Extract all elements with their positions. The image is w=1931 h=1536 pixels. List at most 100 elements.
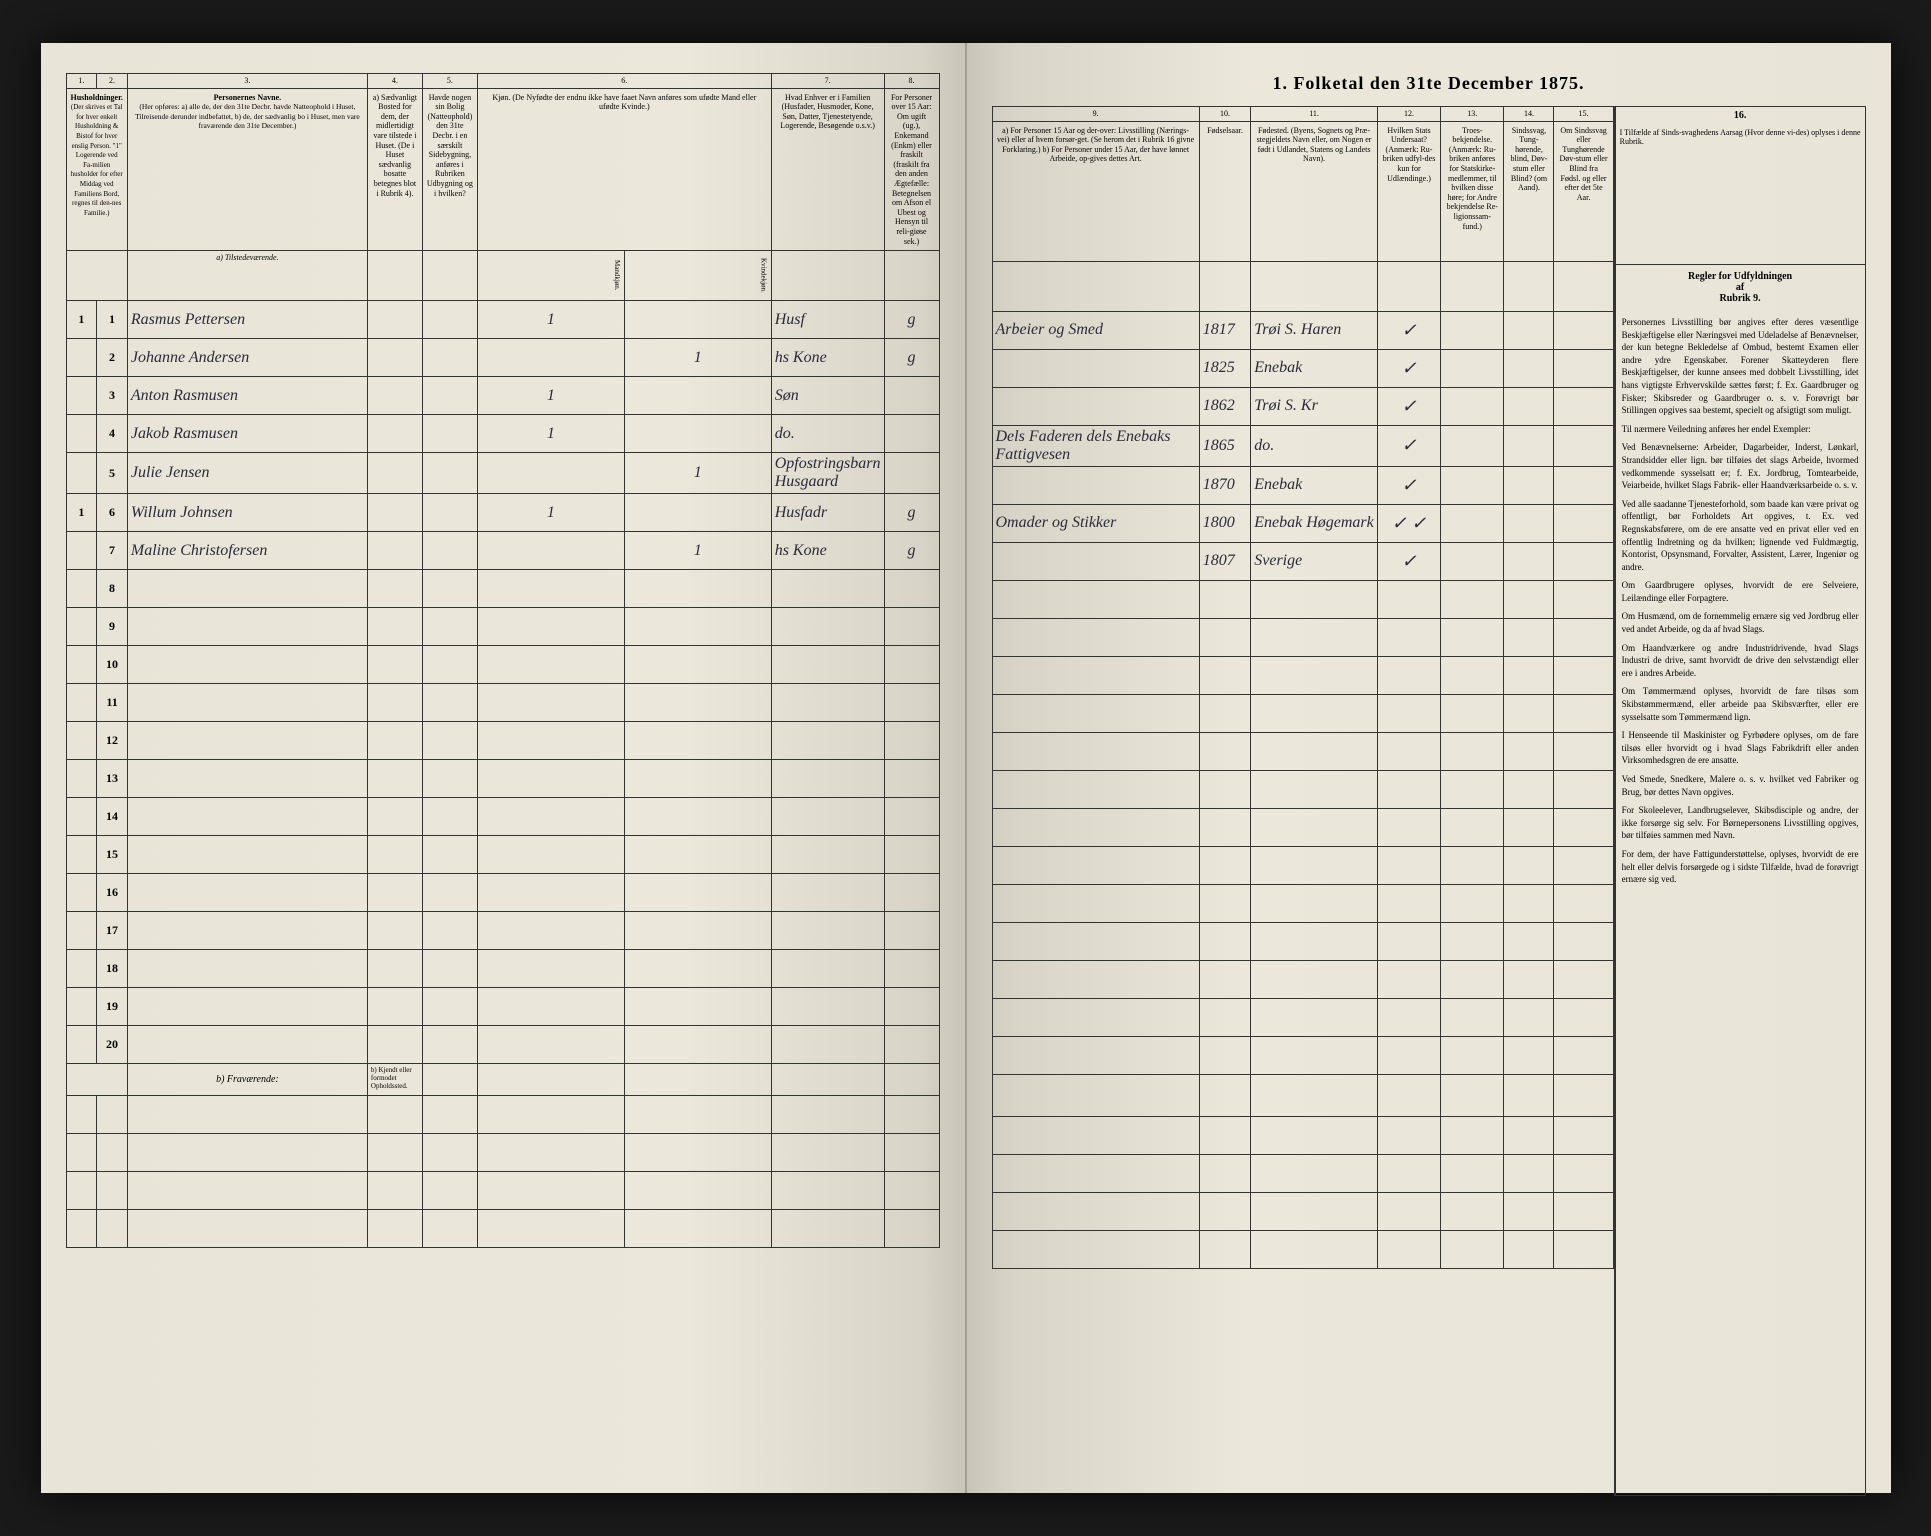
person-num: 12 bbox=[97, 722, 128, 760]
table-row-empty bbox=[992, 1154, 1613, 1192]
section-b-label: b) Fraværende: bbox=[127, 1064, 367, 1096]
birth-place: Enebak Høgemark bbox=[1251, 504, 1378, 542]
table-row: 1870Enebak✓ bbox=[992, 466, 1613, 504]
occupation: Dels Faderen dels Enebaks Fattigvesen bbox=[992, 425, 1199, 466]
household-num bbox=[66, 532, 97, 570]
person-name: Anton Rasmusen bbox=[127, 377, 367, 415]
household-num: 1 bbox=[66, 301, 97, 339]
table-row-empty: 17 bbox=[66, 912, 939, 950]
col-num-14: 14. bbox=[1504, 107, 1554, 122]
left-census-table: 1. 2. 3. 4. 5. 6. 7. 8. Husholdninger. (… bbox=[66, 73, 940, 1248]
person-name: Jakob Rasmusen bbox=[127, 415, 367, 453]
col12: ✓ bbox=[1377, 349, 1440, 387]
person-num: 9 bbox=[97, 608, 128, 646]
header-3: Personernes Navne. (Her opføres: a) alle… bbox=[127, 88, 367, 251]
table-row-empty: 11 bbox=[66, 684, 939, 722]
table-row-empty bbox=[992, 960, 1613, 998]
header-14: Sindssvag, Tung-hørende, blind, Døv-stum… bbox=[1504, 121, 1554, 261]
col12: ✓ bbox=[1377, 311, 1440, 349]
cell-bosted bbox=[367, 453, 422, 494]
right-col-num-row: 9. 10. 11. 12. 13. 14. 15. bbox=[992, 107, 1613, 122]
table-row-empty: 12 bbox=[66, 722, 939, 760]
person-num: 6 bbox=[97, 494, 128, 532]
household-num bbox=[66, 453, 97, 494]
right-section-b-spacer bbox=[992, 1074, 1613, 1116]
instr-p3: Ved Benævnelserne: Arbeider, Dagarbeider… bbox=[1622, 441, 1859, 491]
page-title: 1. Folketal den 31te December 1875. bbox=[992, 73, 1866, 94]
header-1: Husholdninger. (Der skrives et Tal for h… bbox=[66, 88, 127, 251]
col13 bbox=[1441, 311, 1504, 349]
section-b-row: b) Fraværende: b) Kjendt eller formodet … bbox=[66, 1064, 939, 1096]
col-num-5: 5. bbox=[422, 74, 477, 89]
col13 bbox=[1441, 349, 1504, 387]
person-num: 5 bbox=[97, 453, 128, 494]
left-page: 1. 2. 3. 4. 5. 6. 7. 8. Husholdninger. (… bbox=[41, 43, 967, 1493]
instr-p12: For dem, der have Fattigunderstøttelse, … bbox=[1622, 848, 1859, 886]
header-1-sub: (Der skrives et Tal for hver enkelt Hush… bbox=[71, 103, 123, 217]
occupation bbox=[992, 466, 1199, 504]
column-number-row: 1. 2. 3. 4. 5. 6. 7. 8. bbox=[66, 74, 939, 89]
table-row-empty bbox=[66, 1096, 939, 1134]
sex-m bbox=[477, 339, 624, 377]
table-row-empty bbox=[992, 694, 1613, 732]
table-row-empty bbox=[66, 1210, 939, 1248]
table-row-empty: 16 bbox=[66, 874, 939, 912]
household-num bbox=[66, 377, 97, 415]
birth-year: 1825 bbox=[1199, 349, 1251, 387]
cell-bolig bbox=[422, 453, 477, 494]
table-row-empty bbox=[66, 1172, 939, 1210]
table-row-empty bbox=[992, 618, 1613, 656]
cell-bosted bbox=[367, 494, 422, 532]
table-row: 1862Trøi S. Kr✓ bbox=[992, 387, 1613, 425]
instr-p8: Om Tømmermænd oplyses, hvorvidt de fare … bbox=[1622, 685, 1859, 723]
col-num-13: 13. bbox=[1441, 107, 1504, 122]
marital: g bbox=[884, 339, 939, 377]
birth-place: Trøi S. Kr bbox=[1251, 387, 1378, 425]
col-num-8: 8. bbox=[884, 74, 939, 89]
sex-m: 1 bbox=[477, 301, 624, 339]
person-num: 2 bbox=[97, 339, 128, 377]
table-row-empty: 13 bbox=[66, 760, 939, 798]
table-row-empty bbox=[992, 1192, 1613, 1230]
instr-p6: Om Husmænd, om de fornemmelig ernære sig… bbox=[1622, 610, 1859, 635]
sex-female-header: Kvindekjøn. bbox=[624, 251, 771, 301]
cell-bolig bbox=[422, 494, 477, 532]
person-num: 18 bbox=[97, 950, 128, 988]
table-row-empty: 15 bbox=[66, 836, 939, 874]
col13 bbox=[1441, 387, 1504, 425]
family-relation: hs Kone bbox=[771, 532, 884, 570]
person-num: 20 bbox=[97, 1026, 128, 1064]
right-empty-b bbox=[992, 1116, 1613, 1268]
right-table-area: 9. 10. 11. 12. 13. 14. 15. a) For Person… bbox=[992, 106, 1614, 1496]
header-15: Om Sindssvag eller Tunghørende Døv-stum … bbox=[1554, 121, 1613, 261]
col-num-4: 4. bbox=[367, 74, 422, 89]
header-11: Fødested. (Byens, Sognets og Præ-stegjel… bbox=[1251, 121, 1378, 261]
header-13: Troes-bekjendelse. (Anmærk: Ru-briken an… bbox=[1441, 121, 1504, 261]
col-num-6: 6. bbox=[477, 74, 771, 89]
col13 bbox=[1441, 466, 1504, 504]
left-empty-b bbox=[66, 1096, 939, 1248]
household-num bbox=[66, 339, 97, 377]
cell-bolig bbox=[422, 377, 477, 415]
table-row-empty bbox=[992, 922, 1613, 960]
col15 bbox=[1554, 425, 1613, 466]
col14 bbox=[1504, 425, 1554, 466]
right-spacer-row bbox=[992, 261, 1613, 311]
footnote-b: b) Kjendt eller formodet Opholdssted. bbox=[367, 1064, 422, 1096]
header-6: Kjøn. (De Nyfødte der endnu ikke have fa… bbox=[477, 88, 771, 251]
table-row: 7Maline Christofersen1hs Koneg bbox=[66, 532, 939, 570]
person-num: 17 bbox=[97, 912, 128, 950]
cell-bosted bbox=[367, 377, 422, 415]
header-description-row: Husholdninger. (Der skrives et Tal for h… bbox=[66, 88, 939, 251]
instr-p10: Ved Smede, Snedkere, Malere o. s. v. hvi… bbox=[1622, 773, 1859, 798]
instr-p7: Om Haandværkere og andre Industridrivend… bbox=[1622, 642, 1859, 680]
household-num: 1 bbox=[66, 494, 97, 532]
col13 bbox=[1441, 425, 1504, 466]
person-num: 14 bbox=[97, 798, 128, 836]
col-num-1: 1. bbox=[66, 74, 97, 89]
birth-place: do. bbox=[1251, 425, 1378, 466]
marital bbox=[884, 377, 939, 415]
table-row-empty bbox=[992, 580, 1613, 618]
sex-m: 1 bbox=[477, 494, 624, 532]
sex-k bbox=[624, 301, 771, 339]
